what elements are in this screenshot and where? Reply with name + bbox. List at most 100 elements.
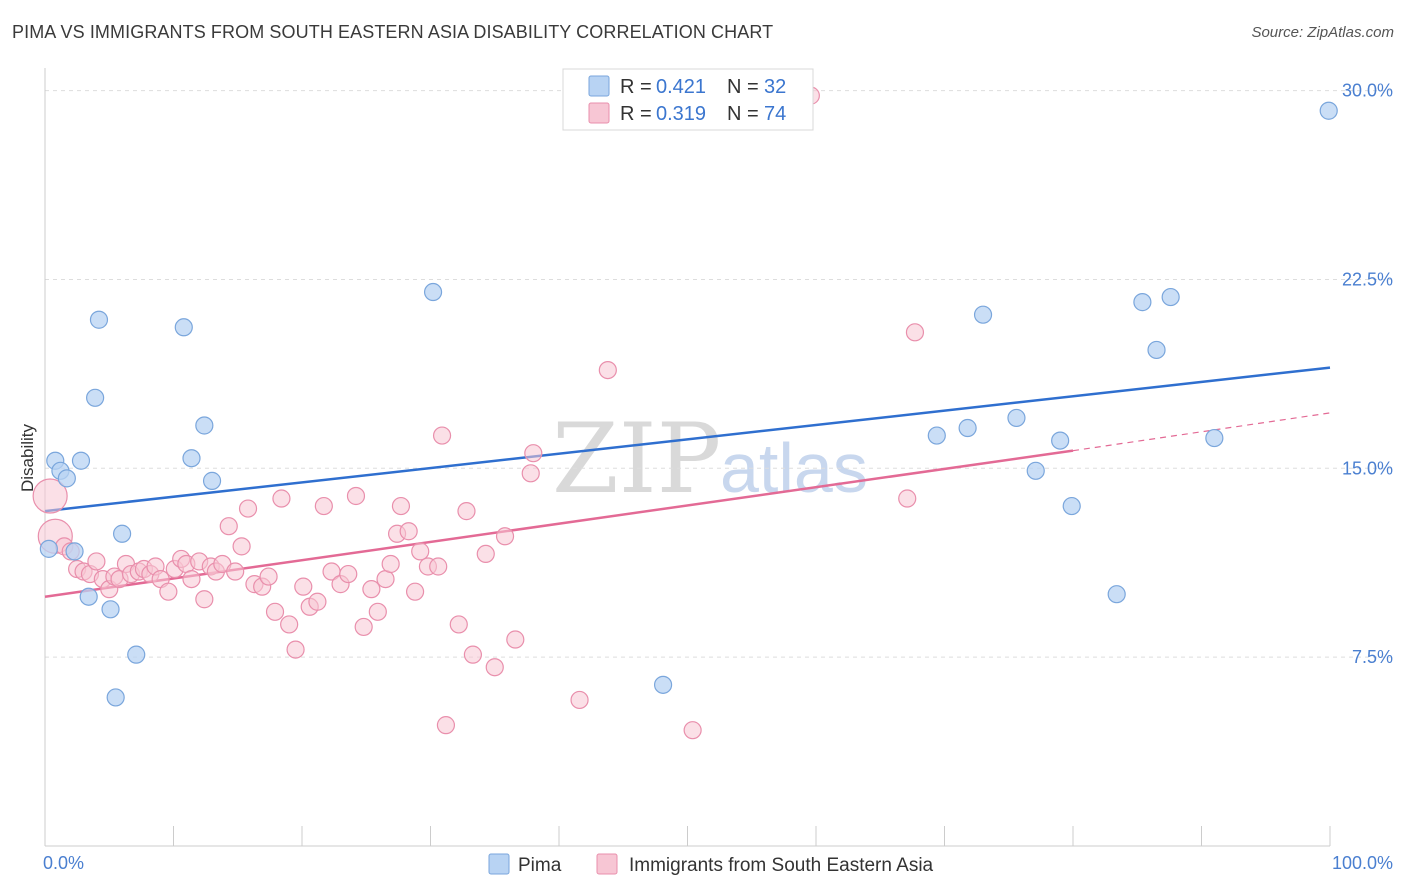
bottom-legend-swatch-pima — [488, 853, 510, 875]
x-tick-labels: 0.0% 100.0% — [43, 853, 1393, 873]
y-axis-title: Disability — [18, 423, 37, 492]
immigrants-point — [376, 569, 395, 589]
immigrants-point — [391, 496, 411, 516]
immigrants-point — [272, 489, 291, 508]
pima-point — [1062, 496, 1081, 516]
pima-point — [1026, 461, 1045, 480]
immigrants-point — [432, 426, 452, 445]
x-tick-label: 100.0% — [1332, 853, 1393, 873]
bottom-legend-swatch-immigrants — [596, 853, 618, 875]
immigrants-point — [308, 592, 327, 611]
pima-point — [1007, 408, 1026, 428]
legend-r-value-1: 0.421 — [656, 76, 706, 98]
immigrants-point — [182, 569, 201, 589]
immigrants-point — [159, 582, 178, 601]
pima-point — [1147, 340, 1166, 360]
immigrants-point — [381, 554, 400, 574]
y-tick-label: 22.5% — [1342, 269, 1393, 289]
pima-point — [106, 688, 125, 707]
immigrants-point — [457, 502, 476, 521]
immigrants-point — [226, 562, 245, 581]
immigrants-point — [294, 577, 313, 596]
immigrants-point — [524, 444, 543, 463]
y-tick-label: 7.5% — [1352, 647, 1393, 667]
immigrants-point — [87, 552, 106, 571]
immigrants-point — [449, 615, 468, 634]
pima-point — [1319, 101, 1338, 120]
immigrants-point — [346, 486, 366, 506]
legend-n-value-2: 74 — [764, 103, 786, 125]
immigrants-point — [368, 602, 387, 621]
legend-n-label-2: N = — [727, 103, 759, 125]
pima-point — [71, 451, 91, 470]
immigrants-point — [219, 517, 238, 536]
immigrants-point — [280, 615, 299, 634]
legend-box: R = 0.421 N = 32 R = 0.319 N = 74 — [562, 68, 814, 131]
immigrants-point — [495, 527, 515, 546]
immigrants-point — [339, 564, 358, 584]
pima-point — [127, 645, 146, 664]
pima-point — [174, 318, 193, 337]
pima-point — [79, 587, 98, 606]
pima-point — [1133, 293, 1152, 312]
pima-point — [423, 282, 443, 302]
immigrants-point — [598, 360, 617, 380]
pima-point — [39, 539, 58, 558]
immigrants-point — [238, 499, 258, 518]
legend-r-label-1: R = — [620, 76, 652, 98]
immigrants-trend-extension — [1072, 412, 1331, 452]
immigrants-point — [411, 542, 430, 561]
immigrants-point — [429, 557, 448, 576]
axes — [44, 68, 1331, 847]
immigrants-point — [476, 544, 495, 564]
immigrants-point — [32, 478, 68, 514]
immigrants-point — [521, 464, 540, 483]
immigrants-point — [485, 658, 504, 677]
pima-point — [65, 542, 84, 561]
y-tick-label: 15.0% — [1342, 458, 1393, 478]
pima-point — [182, 449, 201, 468]
pima-point — [57, 469, 76, 488]
bottom-legend-label-immigrants: Immigrants from South Eastern Asia — [629, 855, 934, 876]
immigrants-point — [405, 582, 425, 601]
chart-source: Source: ZipAtlas.com — [1251, 24, 1394, 41]
immigrants-point — [436, 716, 456, 735]
pima-point — [958, 418, 977, 438]
watermark-zip: ZIP — [552, 403, 721, 515]
pima-point — [101, 600, 120, 619]
bottom-legend: Pima Immigrants from South Eastern Asia — [488, 853, 934, 876]
y-tick-label: 30.0% — [1342, 81, 1393, 101]
pima-point — [653, 675, 673, 694]
immigrants-point — [232, 537, 251, 556]
immigrants-point — [898, 489, 917, 508]
legend-r-value-2: 0.319 — [656, 103, 706, 125]
legend-n-value-1: 32 — [764, 76, 786, 98]
pima-point — [89, 310, 109, 329]
immigrants-point — [683, 721, 702, 740]
bottom-legend-label-pima: Pima — [518, 855, 562, 876]
pima-point — [195, 416, 214, 435]
immigrants-point — [259, 567, 278, 586]
grid-lines — [45, 90, 1392, 658]
pima-point — [1107, 585, 1126, 604]
pima-point — [927, 426, 946, 445]
pima-point — [202, 471, 222, 490]
immigrants-point — [286, 640, 305, 659]
legend-n-label-1: N = — [727, 76, 759, 98]
immigrants-point — [463, 645, 483, 664]
watermark: ZIP atlas — [552, 403, 868, 515]
immigrants-point — [506, 630, 525, 649]
pima-point — [1051, 431, 1070, 450]
immigrants-point — [570, 690, 589, 710]
y-tick-labels: 7.5% 15.0% 22.5% 30.0% — [1342, 81, 1393, 668]
pima-point — [1161, 287, 1180, 307]
immigrants-point — [354, 617, 373, 637]
legend-swatch-pima — [588, 75, 610, 97]
immigrants-point — [399, 522, 418, 541]
immigrants-point — [314, 496, 333, 516]
x-tick-label: 0.0% — [43, 853, 84, 873]
pima-points — [39, 101, 1338, 707]
pima-point — [86, 388, 105, 407]
pima-point — [112, 524, 132, 543]
